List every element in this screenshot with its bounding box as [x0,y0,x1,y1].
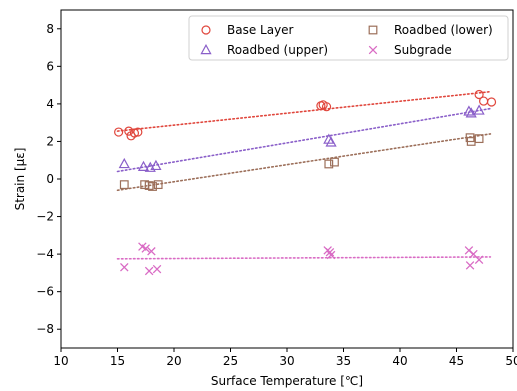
legend-marker-roadbed-upper [200,43,212,55]
point-subgrade [141,244,151,253]
y-tick-label: −2 [36,210,54,224]
x-axis-ticks: 10 15 20 25 30 35 40 45 50 [53,348,517,368]
legend-symbol-base-layer [201,25,211,35]
point-roadbed-upper [463,105,475,116]
legend-label-base-layer: Base Layer [227,23,294,37]
x-tick-label: 20 [166,354,181,368]
trend-lines [116,90,492,260]
point-roadbed-upper [150,159,162,171]
point-base-layer [321,102,332,112]
trend-line-base-layer [116,90,492,132]
point-roadbed-upper [323,133,335,144]
point-roadbed-lower [119,180,129,190]
point-subgrade [152,264,162,274]
legend-symbol-roadbed-upper [200,43,212,55]
point-subgrade [325,247,335,257]
x-tick-label: 10 [53,354,68,368]
point-roadbed-upper [137,160,150,171]
y-axis-label: Strain [με] [13,148,27,211]
point-subgrade [326,250,336,260]
point-roadbed-lower [153,180,163,190]
y-tick-label: −8 [36,322,54,336]
legend-marker-roadbed-lower [368,25,378,35]
point-roadbed-upper [118,157,130,169]
point-base-layer [479,96,489,106]
x-tick-label: 40 [392,354,407,368]
trend-line-subgrade [116,256,492,260]
legend: Base Layer Roadbed (upper) Roadbed (lowe… [188,15,509,61]
legend-marker-base-layer [201,25,211,35]
legend-label-roadbed-upper: Roadbed (upper) [227,43,328,57]
x-tick-label: 30 [279,354,294,368]
x-tick-label: 50 [505,354,517,368]
y-tick-label: −6 [36,285,54,299]
legend-entry-base-layer: Base Layer [201,23,294,37]
y-tick-label: 4 [46,97,54,111]
x-tick-label: 35 [336,354,351,368]
point-base-layer [124,126,134,136]
point-subgrade [120,262,129,272]
point-roadbed-lower [330,157,339,167]
x-tick-label: 15 [110,354,125,368]
point-subgrade [147,247,156,256]
y-tick-label: 8 [46,22,54,36]
legend-label-subgrade: Subgrade [394,43,452,57]
legend-symbol-roadbed-lower [368,25,378,35]
legend-box [188,15,509,61]
x-axis-label: Surface Temperature [℃] [211,374,363,388]
point-base-layer [474,89,484,100]
point-roadbed-lower [324,159,334,169]
point-roadbed-lower [148,182,157,191]
y-tick-label: 6 [46,59,54,73]
point-roadbed-upper [473,104,485,115]
legend-label-roadbed-lower: Roadbed (lower) [394,23,493,37]
legend-entry-roadbed-lower: Roadbed (lower) [368,23,493,37]
plot-area-frame [60,9,514,349]
point-subgrade [144,266,154,276]
point-roadbed-upper [465,107,477,118]
legend-entry-roadbed-upper: Roadbed (upper) [200,43,328,57]
legend-symbol-subgrade [368,45,378,55]
trend-line-roadbed-upper [116,107,492,173]
y-axis-ticks: −8 −6 −4 −2 0 2 4 6 8 [36,22,61,336]
legend-entry-subgrade: Subgrade [368,43,452,57]
x-tick-label: 25 [223,354,238,368]
y-tick-label: 2 [46,134,54,148]
point-base-layer [133,127,143,137]
point-base-layer [114,127,124,137]
trend-line-roadbed-lower [116,133,492,192]
x-tick-label: 45 [449,354,464,368]
point-roadbed-upper [325,136,337,147]
point-subgrade [474,255,484,265]
data-points [114,89,497,276]
y-tick-label: −4 [36,247,54,261]
point-roadbed-lower [474,134,484,144]
point-base-layer [486,97,497,107]
legend-marker-subgrade [368,45,378,55]
point-subgrade [465,261,475,270]
y-tick-label: 0 [46,172,54,186]
